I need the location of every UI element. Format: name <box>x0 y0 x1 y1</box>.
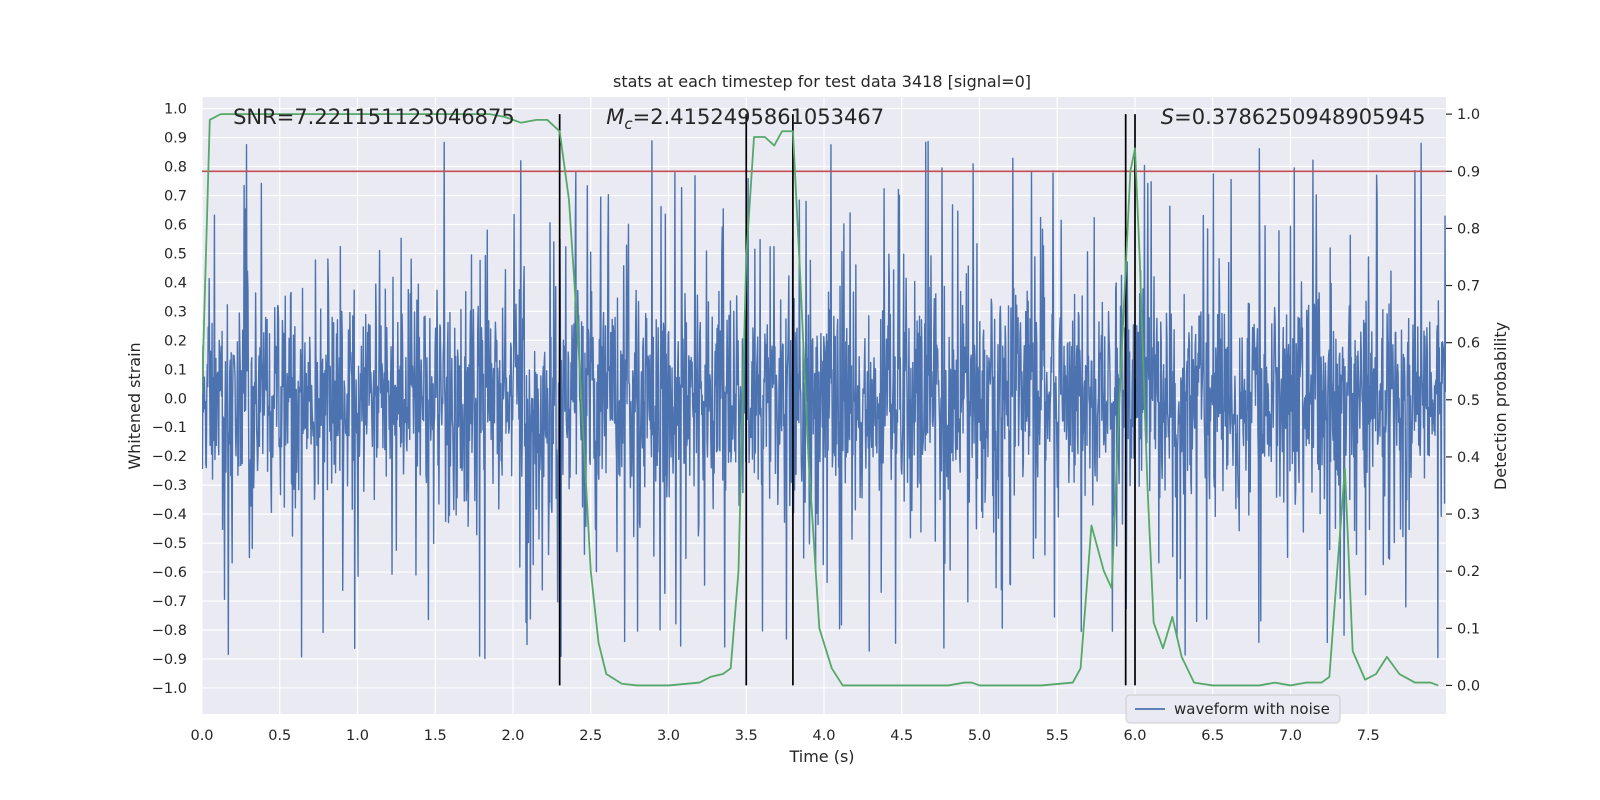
x-tick-label: 1.0 <box>346 728 369 744</box>
left-tick-label: −0.1 <box>152 420 187 436</box>
left-tick-label: 0.6 <box>164 217 187 233</box>
legend-box <box>1125 694 1341 724</box>
left-tick-label: 0.2 <box>164 333 187 349</box>
snr-annotation: SNR=7.221151123046875 <box>233 105 515 129</box>
left-tick-label: −0.4 <box>152 507 187 523</box>
right-tick-label: 0.7 <box>1457 279 1480 295</box>
x-tick-label: 2.0 <box>501 728 524 744</box>
x-tick-label: 6.0 <box>1123 728 1146 744</box>
legend-label: waveform with noise <box>1174 700 1330 718</box>
chirp-mass-annotation: Mc=2.4152495861053467 <box>606 105 884 133</box>
x-tick-label: 2.5 <box>579 728 602 744</box>
left-tick-label: 0.3 <box>164 304 187 320</box>
x-tick-label: 1.5 <box>424 728 447 744</box>
right-tick-label: 0.1 <box>1457 621 1480 637</box>
left-tick-label: −0.3 <box>152 478 187 494</box>
grid <box>201 97 1446 714</box>
right-tick-label: 0.4 <box>1457 450 1480 466</box>
x-tick-label: 6.5 <box>1201 728 1224 744</box>
x-axis-label: Time (s) <box>788 747 854 766</box>
left-tick-label: −0.9 <box>152 652 187 668</box>
left-tick-label: 0.7 <box>164 188 187 204</box>
left-tick-label: 0.4 <box>164 275 187 291</box>
s-annotation: S=0.3786250948905945 <box>1161 105 1426 129</box>
left-tick-label: 0.8 <box>164 160 187 176</box>
right-tick-label: 0.2 <box>1457 564 1480 580</box>
left-tick-label: −0.2 <box>152 449 187 465</box>
x-tick-label: 7.0 <box>1279 728 1302 744</box>
chart-title: stats at each timestep for test data 341… <box>613 72 1031 91</box>
right-tick-label: 1.0 <box>1457 107 1480 123</box>
left-tick-label: 0.9 <box>164 131 187 147</box>
legend: waveform with noise <box>1125 694 1341 724</box>
right-axis-ticks: 1.0 0.9 0.8 0.7 0.6 0.5 0.4 0.3 0.2 0.1 0.0 <box>1446 107 1480 694</box>
left-tick-label: −0.7 <box>152 594 187 610</box>
left-tick-label: −0.8 <box>152 623 187 639</box>
plot-series <box>202 113 1446 687</box>
x-tick-label: 5.5 <box>1046 728 1069 744</box>
left-tick-label: 0.0 <box>164 391 187 407</box>
left-tick-label: 0.1 <box>164 362 187 378</box>
left-tick-label: −0.6 <box>152 565 187 581</box>
x-tick-label: 7.5 <box>1357 728 1380 744</box>
x-tick-label: 4.5 <box>890 728 913 744</box>
x-tick-label: 3.0 <box>657 728 680 744</box>
left-axis-label: Whitened strain <box>125 342 144 469</box>
waveform-with-noise-line <box>202 140 1446 660</box>
right-tick-label: 0.8 <box>1457 221 1480 237</box>
right-tick-label: 0.3 <box>1457 507 1480 523</box>
x-tick-label: 3.5 <box>735 728 758 744</box>
right-tick-label: 0.5 <box>1457 393 1480 409</box>
right-tick-label: 0.6 <box>1457 336 1480 352</box>
left-tick-label: −1.0 <box>152 681 187 697</box>
x-tick-label: 0.0 <box>190 728 213 744</box>
x-tick-label: 5.0 <box>968 728 991 744</box>
left-tick-label: 0.5 <box>164 246 187 262</box>
x-tick-label: 4.0 <box>812 728 835 744</box>
left-tick-label: 1.0 <box>164 102 187 118</box>
right-axis-label: Detection probability <box>1491 322 1510 490</box>
left-tick-label: −0.5 <box>152 536 187 552</box>
detection-probability-line <box>202 113 1439 687</box>
x-axis-ticks: 0.0 0.5 1.0 1.5 2.0 2.5 3.0 3.5 4.0 4.5 5.0 5.5 6.0 6… <box>190 728 1379 744</box>
right-tick-label: 0.0 <box>1457 678 1480 694</box>
left-axis-ticks: 1.0 0.9 0.8 0.7 0.6 0.5 0.4 0.3 0.2 0.1 0.0 −0.1 −0.… <box>152 102 187 697</box>
annotations: SNR=7.221151123046875 Mc=2.41524958610534… <box>233 105 1425 133</box>
right-tick-label: 0.9 <box>1457 164 1480 180</box>
x-tick-label: 0.5 <box>268 728 291 744</box>
